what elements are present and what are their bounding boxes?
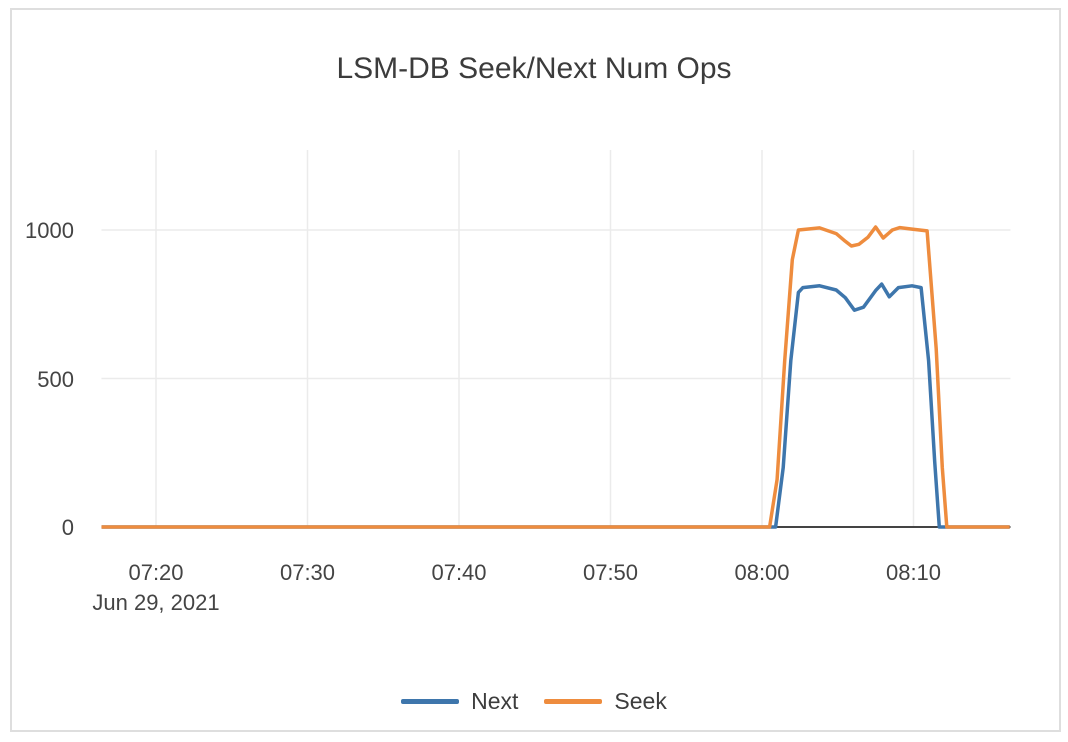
chart-title: LSM-DB Seek/Next Num Ops [336,52,732,85]
chart-card [10,8,1061,732]
x-tick-0800: 08:00 [734,560,790,585]
seek-line-swatch [544,699,603,704]
x-axis-date-label: Jun 29, 2021 [92,590,220,615]
x-tick-0730: 07:30 [279,560,336,585]
legend: Next Seek [0,688,1068,715]
legend-item-next[interactable]: Next [401,688,518,715]
x-tick-0740: 07:40 [431,560,487,585]
x-tick-0750: 07:50 [582,560,639,585]
next-line-swatch [401,699,460,704]
x-tick-0810: 08:10 [885,560,942,585]
x-tick-0720: 07:20 [128,560,184,585]
y-tick-500: 500 [37,366,74,392]
y-tick-1000: 1000 [25,218,74,243]
legend-label-next: Next [471,688,519,714]
legend-item-seek[interactable]: Seek [544,688,667,715]
legend-label-seek: Seek [614,688,667,714]
y-tick-0: 0 [61,515,74,540]
